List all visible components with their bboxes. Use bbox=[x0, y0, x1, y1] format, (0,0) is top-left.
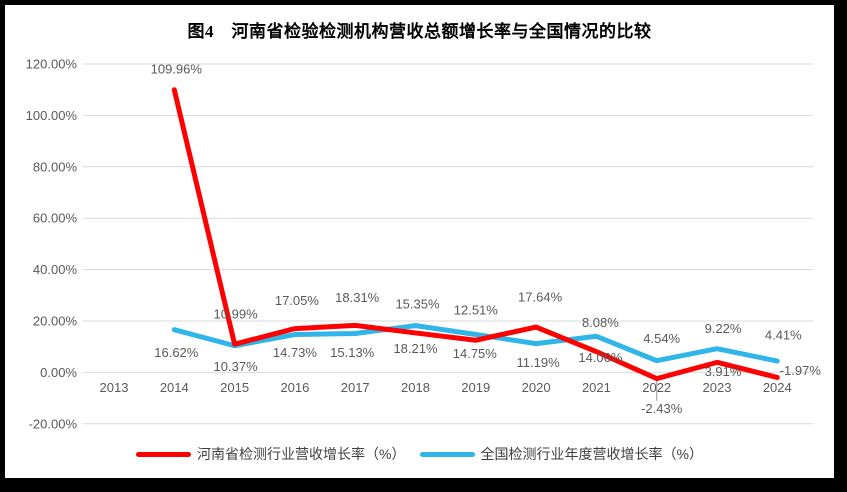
gridlines bbox=[83, 63, 813, 425]
y-tick-label: 100.00% bbox=[26, 108, 78, 123]
data-label: 3.91% bbox=[705, 364, 742, 379]
y-tick-label: -20.00% bbox=[29, 416, 78, 431]
data-label: 17.64% bbox=[518, 290, 563, 305]
legend-swatch-henan bbox=[136, 451, 192, 457]
legend-item-henan: 河南省检测行业营收增长率（%） bbox=[136, 444, 406, 464]
data-label: 10.37% bbox=[214, 359, 259, 374]
data-label: 11.19% bbox=[517, 355, 561, 370]
data-labels: 109.96% 10.99% 17.05% 18.31% 15.35% 12.51% 17.… bbox=[151, 61, 822, 416]
data-label: 9.22% bbox=[705, 321, 742, 336]
data-label: 10.99% bbox=[214, 307, 259, 322]
legend-item-national: 全国检测行业年度营收增长率（%） bbox=[419, 444, 703, 464]
data-label: 17.05% bbox=[275, 293, 320, 308]
series-line-national bbox=[171, 323, 780, 364]
x-tick-label: 2016 bbox=[280, 380, 309, 395]
y-tick-label: 40.00% bbox=[33, 262, 78, 277]
data-label: 4.54% bbox=[643, 331, 680, 346]
data-label: 8.08% bbox=[582, 315, 619, 330]
y-tick-label: 80.00% bbox=[33, 159, 78, 174]
data-label: 14.75% bbox=[453, 346, 498, 361]
data-label: 12.51% bbox=[454, 303, 499, 318]
x-tick-label: 2017 bbox=[341, 380, 370, 395]
series-line-henan bbox=[171, 87, 780, 382]
data-label: 14.73% bbox=[273, 345, 318, 360]
x-tick-label: 2018 bbox=[401, 380, 430, 395]
legend-label-henan: 河南省检测行业营收增长率（%） bbox=[197, 446, 406, 462]
y-tick-label: 120.00% bbox=[26, 57, 78, 72]
y-tick-label: 60.00% bbox=[33, 211, 78, 226]
data-label: 4.41% bbox=[765, 328, 802, 343]
y-axis-labels: 120.00% 100.00% 80.00% 60.00% 40.00% 20.00% 0.… bbox=[26, 57, 78, 432]
y-tick-label: 0.00% bbox=[40, 365, 77, 380]
chart-legend: 河南省检测行业营收增长率（%） 全国检测行业年度营收增长率（%） bbox=[5, 444, 834, 464]
data-label: 18.21% bbox=[393, 341, 438, 356]
data-label: 14.06% bbox=[578, 350, 623, 365]
legend-swatch-national bbox=[419, 451, 475, 457]
data-label: 109.96% bbox=[151, 61, 203, 76]
x-tick-label: 2023 bbox=[703, 380, 732, 395]
x-tick-label: 2019 bbox=[461, 380, 490, 395]
data-label: 15.13% bbox=[330, 345, 375, 360]
x-tick-label: 2014 bbox=[160, 380, 189, 395]
y-tick-label: 20.00% bbox=[33, 314, 78, 329]
data-label: 18.31% bbox=[335, 290, 380, 305]
data-label: -2.43% bbox=[641, 401, 683, 416]
x-tick-label: 2013 bbox=[100, 380, 129, 395]
data-label: 15.35% bbox=[395, 296, 440, 311]
data-label: 16.62% bbox=[154, 345, 199, 360]
x-tick-label: 2020 bbox=[522, 380, 551, 395]
data-label: -1.97% bbox=[780, 363, 822, 378]
x-tick-label: 2024 bbox=[763, 380, 792, 395]
legend-label-national: 全国检测行业年度营收增长率（%） bbox=[480, 446, 703, 462]
x-tick-label: 2022 bbox=[642, 380, 671, 395]
chart-title: 图4 河南省检验检测机构营收总额增长率与全国情况的比较 bbox=[187, 22, 652, 41]
x-tick-label: 2015 bbox=[220, 380, 249, 395]
chart-canvas: 120.00% 100.00% 80.00% 60.00% 40.00% 20.00% 0.… bbox=[26, 57, 822, 432]
x-tick-label: 2021 bbox=[582, 380, 611, 395]
x-axis-labels: 2013 2014 2015 2016 2017 2018 2019 2020 2021 2022… bbox=[100, 380, 792, 395]
